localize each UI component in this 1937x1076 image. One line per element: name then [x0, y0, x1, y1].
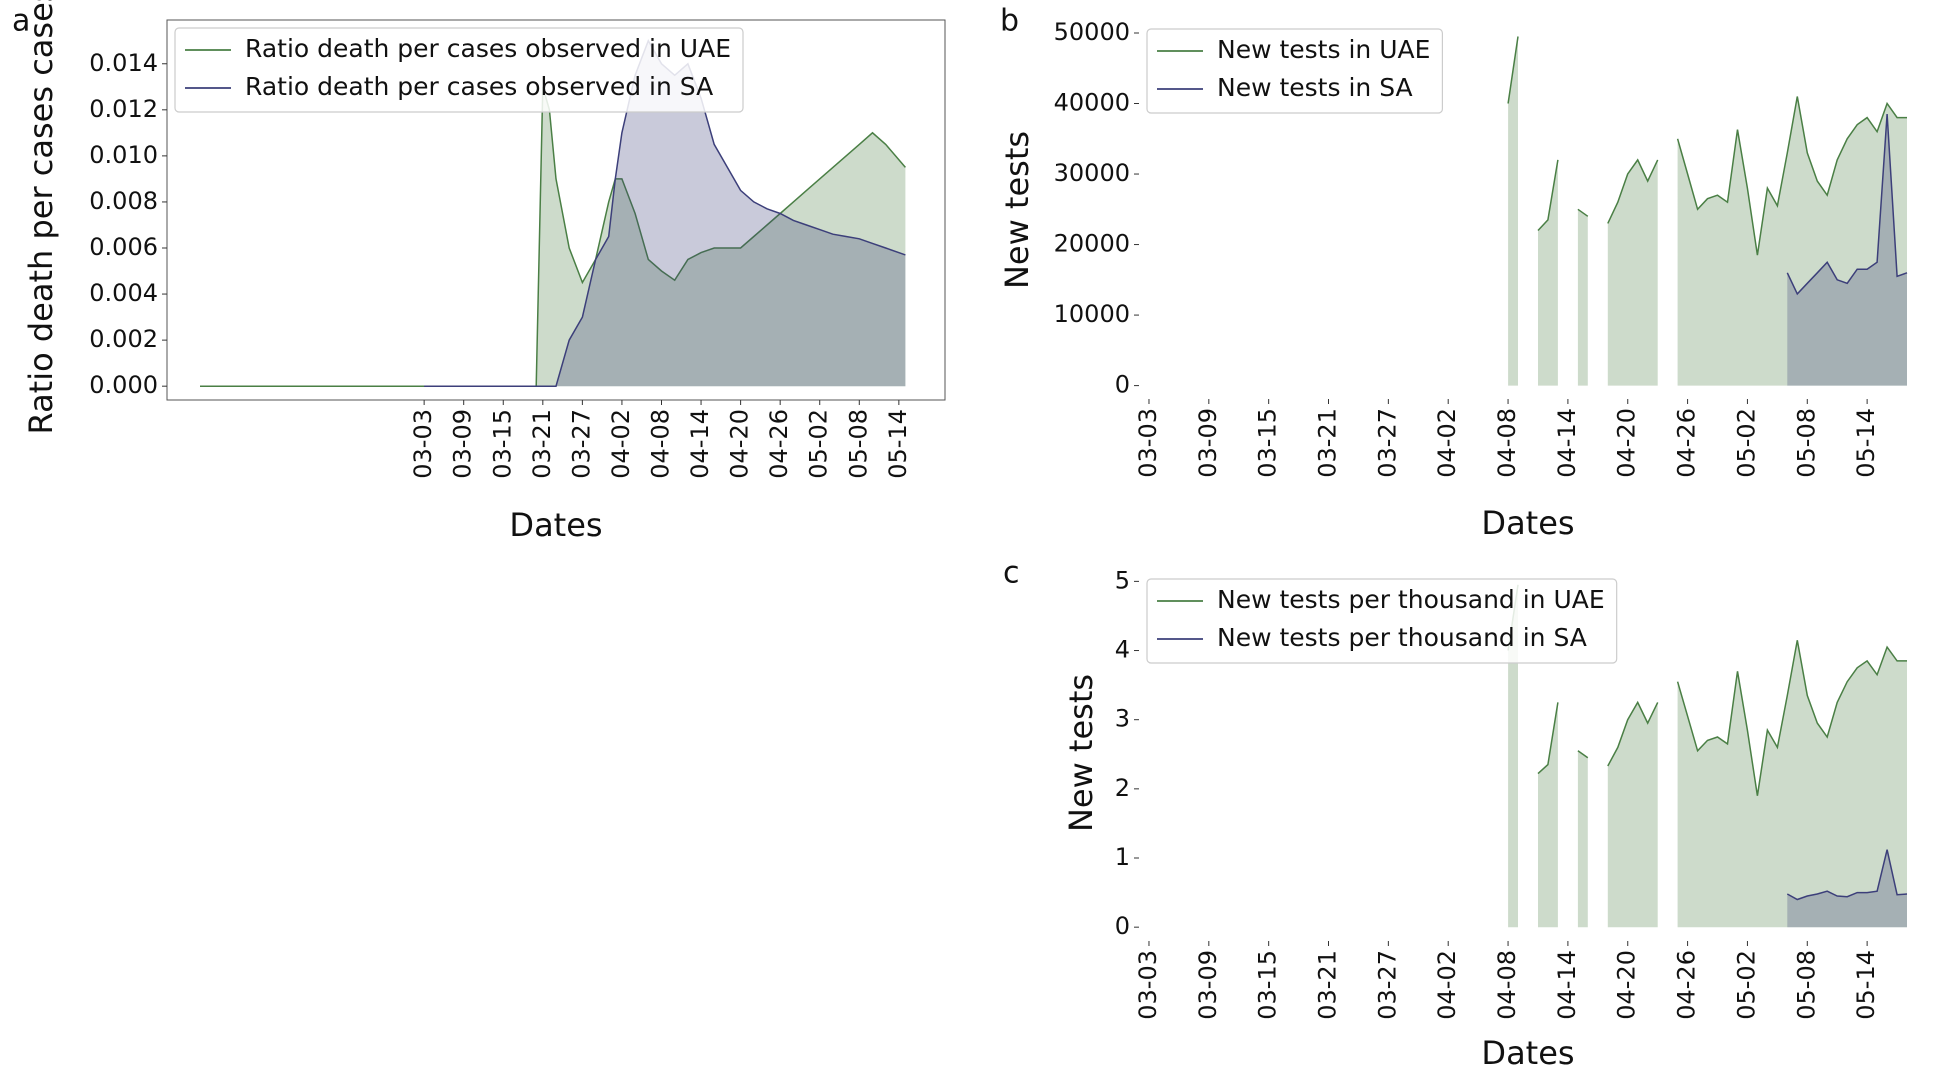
- x-tick-label: 05-14: [884, 409, 912, 479]
- legend-label: Ratio death per cases observed in UAE: [245, 34, 731, 63]
- x-tick-label: 03-03: [1134, 408, 1162, 478]
- x-tick-label: 05-14: [1852, 950, 1880, 1020]
- chart-panel: 0.000 0.002 0.004 0.006 0.008 0.010 0.012 0.014…: [12, 0, 946, 544]
- series-area: [1787, 114, 1907, 386]
- legend-box: [1146, 28, 1444, 114]
- x-tick-label: 04-08: [1493, 950, 1521, 1020]
- x-tick-label: 03-21: [528, 409, 556, 479]
- x-tick-label: 03-09: [449, 409, 477, 479]
- x-tick-label: 03-09: [1194, 950, 1222, 1020]
- chart-panel: 0 1 2 3 4 5 03-03 03-09 03-15 03-21 03-27 04-02 04-0…: [1003, 556, 1908, 1072]
- x-tick-label: 04-26: [1673, 408, 1701, 478]
- legend-label: New tests per thousand in SA: [1217, 623, 1587, 652]
- x-tick-label: 03-15: [1254, 408, 1282, 478]
- y-tick-label: 5: [1115, 566, 1130, 594]
- panel-label: c: [1003, 556, 1020, 591]
- series-line: [1507, 36, 1907, 256]
- y-tick-label: 4: [1115, 636, 1130, 664]
- y-tick-label: 0.014: [89, 49, 158, 77]
- x-tick-label: 04-26: [765, 409, 793, 479]
- x-tick-label: 05-08: [844, 409, 872, 479]
- y-tick-label: 40000: [1054, 89, 1130, 117]
- x-tick-label: 05-02: [1732, 408, 1760, 478]
- x-tick-label: 04-08: [1493, 408, 1521, 478]
- legend: Ratio death per cases observed in UAE Rat…: [174, 27, 744, 113]
- x-tick-label: 04-20: [1613, 950, 1641, 1020]
- legend-box: [1146, 578, 1618, 664]
- x-tick-label: 03-15: [1254, 950, 1282, 1020]
- x-tick-label: 03-03: [409, 409, 437, 479]
- x-tick-label: 03-03: [1134, 950, 1162, 1020]
- legend: New tests per thousand in UAE New tests p…: [1146, 578, 1618, 664]
- x-tick-label: 04-14: [1553, 408, 1581, 478]
- x-tick-label: 04-02: [1433, 408, 1461, 478]
- x-tick-label: 04-20: [726, 409, 754, 479]
- legend-box: [174, 27, 744, 113]
- y-tick-label: 20000: [1054, 230, 1130, 258]
- y-axis-label: Ratio death per cases cases: [22, 0, 60, 434]
- x-axis-label: Dates: [1481, 504, 1574, 542]
- x-tick-label: 03-09: [1194, 408, 1222, 478]
- series-line: [1786, 114, 1908, 296]
- y-tick-label: 0.006: [89, 233, 158, 261]
- x-tick-label: 04-26: [1673, 950, 1701, 1020]
- series-area: [200, 86, 906, 387]
- y-axis-label: New tests: [1062, 674, 1100, 832]
- legend-label: New tests in UAE: [1217, 35, 1430, 64]
- x-tick-label: 05-08: [1792, 408, 1820, 478]
- x-tick-label: 04-20: [1613, 408, 1641, 478]
- x-tick-label: 03-21: [1314, 408, 1342, 478]
- series-area: [1508, 36, 1907, 386]
- y-tick-label: 1: [1115, 843, 1130, 871]
- x-tick-label: 04-02: [1433, 950, 1461, 1020]
- y-tick-label: 0: [1115, 371, 1130, 399]
- series-area: [1787, 849, 1907, 928]
- y-tick-label: 0.010: [89, 141, 158, 169]
- y-tick-label: 3: [1115, 705, 1130, 733]
- series-line: [1786, 849, 1908, 901]
- x-tick-label: 05-02: [805, 409, 833, 479]
- legend-label: New tests per thousand in UAE: [1217, 585, 1605, 614]
- plot-frame: [166, 19, 946, 401]
- y-tick-label: 0.000: [89, 371, 158, 399]
- x-tick-label: 03-15: [488, 409, 516, 479]
- legend-label: Ratio death per cases observed in SA: [245, 72, 713, 101]
- series-area: [424, 40, 906, 387]
- panel-label: b: [1000, 4, 1019, 39]
- x-tick-label: 05-14: [1852, 408, 1880, 478]
- y-tick-label: 0.008: [89, 187, 158, 215]
- x-tick-label: 05-02: [1732, 950, 1760, 1020]
- x-tick-label: 04-14: [1553, 950, 1581, 1020]
- legend-label: New tests in SA: [1217, 73, 1413, 102]
- x-tick-label: 04-02: [607, 409, 635, 479]
- y-tick-label: 50000: [1054, 18, 1130, 46]
- series-line: [200, 86, 906, 387]
- y-tick-label: 10000: [1054, 300, 1130, 328]
- y-tick-label: 0: [1115, 912, 1130, 940]
- y-axis-label: New tests: [998, 131, 1036, 289]
- x-axis-label: Dates: [509, 506, 602, 544]
- series-area: [1508, 584, 1907, 928]
- x-tick-label: 03-27: [567, 409, 595, 479]
- y-tick-label: 30000: [1054, 159, 1130, 187]
- chart-panel: 0 10000 20000 30000 40000 50000 03-03 03-09 03-1…: [998, 4, 1908, 542]
- x-tick-label: 03-27: [1373, 408, 1401, 478]
- y-tick-label: 0.012: [89, 95, 158, 123]
- x-tick-label: 05-08: [1792, 950, 1820, 1020]
- y-tick-label: 0.004: [89, 279, 158, 307]
- panel-label: a: [12, 4, 30, 39]
- legend: New tests in UAE New tests in SA: [1146, 28, 1444, 114]
- x-tick-label: 04-08: [646, 409, 674, 479]
- y-tick-label: 0.002: [89, 325, 158, 353]
- x-axis-label: Dates: [1481, 1034, 1574, 1072]
- x-tick-label: 03-27: [1373, 950, 1401, 1020]
- y-tick-label: 2: [1115, 774, 1130, 802]
- x-tick-label: 03-21: [1314, 950, 1342, 1020]
- x-tick-label: 04-14: [686, 409, 714, 479]
